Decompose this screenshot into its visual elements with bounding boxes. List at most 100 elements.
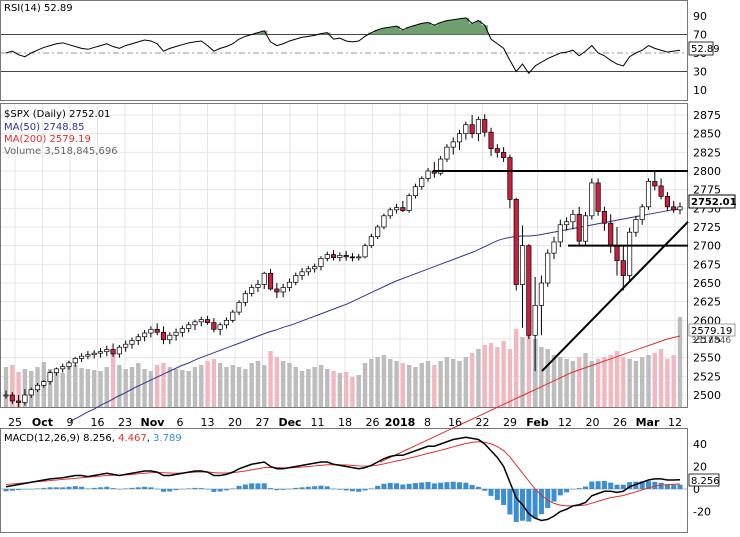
macd-histogram-bar bbox=[570, 489, 576, 490]
macd-series bbox=[3, 436, 683, 522]
price-tick-label: 2725 bbox=[693, 221, 721, 234]
volume-bar bbox=[362, 363, 368, 407]
candle-body bbox=[236, 302, 242, 313]
candle-body bbox=[79, 355, 85, 359]
macd-histogram-bar bbox=[16, 489, 22, 491]
candle-body bbox=[9, 394, 15, 402]
volume-bar bbox=[262, 365, 267, 407]
macd-histogram-bar bbox=[362, 489, 368, 491]
price-value: 2752.01 bbox=[69, 109, 110, 120]
macd-last-tag: 8.256 bbox=[688, 473, 720, 487]
macd-label: MACD(12,26,9) bbox=[4, 433, 80, 444]
candle-body bbox=[274, 288, 280, 293]
macd-histogram-bar bbox=[242, 484, 248, 489]
volume-bar bbox=[425, 361, 431, 407]
volume-bar bbox=[463, 357, 469, 407]
candle-body bbox=[526, 245, 532, 336]
volume-bar bbox=[268, 351, 273, 407]
volume-bar bbox=[306, 369, 311, 407]
volume-bar bbox=[627, 359, 632, 407]
candle-body bbox=[242, 293, 248, 303]
macd-histogram-bar bbox=[620, 484, 626, 489]
rsi-label: RSI(14) bbox=[4, 3, 41, 14]
volume-bar bbox=[318, 365, 324, 407]
candle-body bbox=[645, 181, 652, 208]
volume-bar bbox=[482, 345, 487, 407]
macd-histogram-bar bbox=[198, 488, 204, 489]
macd-histogram-bar bbox=[167, 489, 173, 492]
volume-bar bbox=[381, 355, 387, 407]
volume-bar bbox=[287, 363, 292, 407]
macd-histogram-bar bbox=[532, 489, 538, 519]
candle-body bbox=[482, 119, 488, 133]
candle-body bbox=[627, 231, 633, 276]
macd-histogram-bar bbox=[475, 486, 481, 489]
candle-body bbox=[129, 340, 135, 345]
candle-body bbox=[230, 311, 236, 321]
volume-bar bbox=[16, 372, 21, 407]
candle-body bbox=[293, 275, 299, 283]
macd-histogram-bar bbox=[53, 487, 59, 489]
macd-last-label: 8.256 bbox=[691, 476, 720, 487]
x-tick-label: Mar bbox=[636, 416, 660, 429]
volume-bars bbox=[3, 317, 683, 407]
macd-histogram-bar bbox=[356, 489, 362, 492]
volume-bar bbox=[400, 363, 406, 407]
ma50-value: 2748.85 bbox=[43, 122, 84, 133]
macd-histogram-bar bbox=[349, 489, 355, 492]
candle-body bbox=[97, 351, 104, 354]
macd-histogram-bar bbox=[142, 486, 148, 489]
ma50-label: MA(50) bbox=[4, 122, 40, 133]
volume-bar bbox=[432, 365, 437, 407]
rsi-series bbox=[5, 17, 681, 75]
volume-bar bbox=[677, 317, 683, 407]
macd-histogram-bar bbox=[639, 481, 645, 489]
price-tick-label: 2700 bbox=[693, 240, 721, 253]
macd-histogram-bar bbox=[381, 483, 387, 489]
volume-bar bbox=[255, 361, 261, 407]
macd-histogram-bar bbox=[217, 489, 223, 492]
macd-histogram-bar bbox=[312, 486, 318, 489]
candle-body bbox=[639, 206, 645, 220]
candle-body bbox=[318, 258, 324, 267]
macd-histogram-bar bbox=[501, 489, 507, 505]
volume-bar bbox=[230, 365, 235, 407]
macd-histogram-bar bbox=[47, 487, 53, 489]
candle-body bbox=[419, 178, 425, 188]
candle-body bbox=[620, 260, 626, 276]
macd-histogram-bar bbox=[337, 489, 343, 490]
candle-body bbox=[381, 215, 387, 228]
volume-bar bbox=[167, 367, 172, 407]
x-tick-label: 16 bbox=[448, 416, 462, 429]
candle-body bbox=[450, 141, 456, 148]
macd-histogram-bar bbox=[41, 487, 47, 489]
macd-histogram-bar bbox=[658, 482, 664, 489]
candle-body bbox=[601, 210, 607, 224]
volume-bar bbox=[142, 369, 147, 407]
volume-bar bbox=[394, 361, 399, 407]
candle-body bbox=[652, 181, 658, 187]
volume-bar bbox=[331, 371, 336, 407]
histogram-value: 3.789 bbox=[153, 433, 182, 444]
macd-histogram-bar bbox=[179, 489, 185, 490]
volume-bar bbox=[419, 363, 424, 407]
macd-tick-label: -20 bbox=[693, 506, 711, 519]
volume-bar bbox=[671, 355, 676, 407]
macd-histogram-bar bbox=[652, 481, 658, 489]
macd-panel-frame bbox=[0, 428, 688, 533]
volume-bar bbox=[199, 365, 204, 407]
ma200-line bbox=[379, 335, 681, 463]
price-last-tag: 2752.01 bbox=[688, 194, 737, 209]
candle-body bbox=[28, 389, 34, 396]
macd-histogram-bar bbox=[116, 489, 122, 490]
macd-histogram-bar bbox=[268, 488, 274, 489]
macd-histogram-bar bbox=[394, 483, 400, 489]
candle-body bbox=[116, 346, 122, 355]
price-tick-label: 2625 bbox=[693, 296, 721, 309]
volume-bar bbox=[123, 369, 128, 407]
macd-histogram-bar bbox=[343, 489, 349, 491]
macd-histogram-bar bbox=[299, 487, 305, 489]
macd-histogram-bar bbox=[494, 489, 500, 500]
macd-histogram-bar bbox=[387, 482, 393, 489]
ma200-label: MA(200) bbox=[4, 134, 46, 145]
